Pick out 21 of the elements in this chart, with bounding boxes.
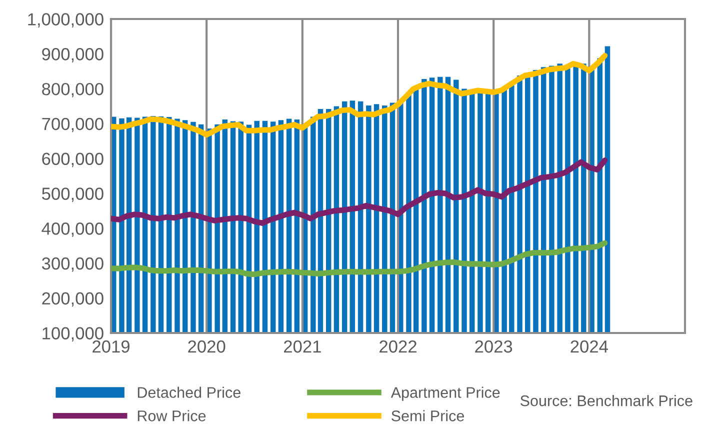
x-tick-label: 2024 [570,340,608,353]
x-tick-label: 2021 [284,340,321,353]
legend-label: Row Price [138,410,206,422]
y-tick-label: 400,000 [42,222,104,237]
legend-label: Semi Price [392,410,464,422]
x-tick-label: 2019 [92,340,130,353]
y-tick-label: 900,000 [42,48,104,62]
y-tick-label: 1,000,000 [28,13,104,28]
y-tick-label: 500,000 [42,188,104,202]
legend-label: Detached Price [138,386,240,398]
x-tick-label: 2023 [475,340,512,353]
y-tick-label: 800,000 [42,82,104,98]
y-tick-label: 600,000 [42,152,104,168]
x-tick-label: 2022 [380,340,416,353]
y-tick-label: 100,000 [42,327,104,342]
y-tick-label: 200,000 [42,292,104,307]
y-tick-label: 700,000 [42,118,104,132]
source-note: Source: Benchmark Price [520,395,692,406]
x-tick-label: 2020 [188,340,226,353]
y-tick-label: 300,000 [42,257,104,272]
legend-label: Apartment Price [390,386,500,401]
